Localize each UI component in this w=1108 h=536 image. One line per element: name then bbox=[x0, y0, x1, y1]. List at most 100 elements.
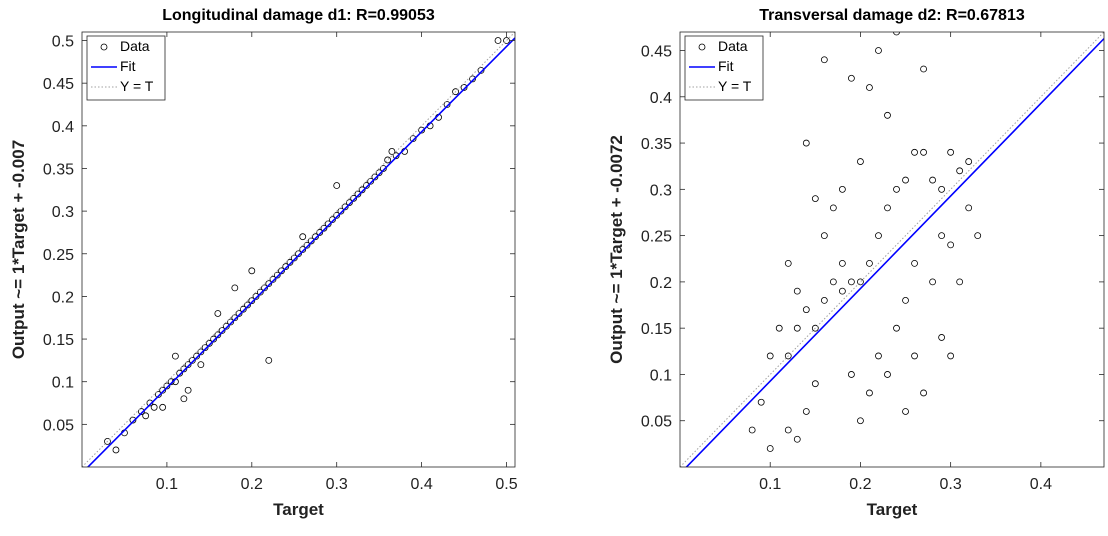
data-point bbox=[838, 287, 846, 295]
data-point bbox=[838, 259, 846, 267]
data-point bbox=[829, 204, 837, 212]
x-axis-label: Target bbox=[867, 500, 918, 519]
plot-transversal-damage: 0.1 0.2 0.3 0.4 0.05 0.1 0.15 0.2 0.25 0.3 0.35 0.4… bbox=[607, 7, 1105, 519]
data-point bbox=[235, 310, 243, 317]
data-point bbox=[469, 75, 476, 83]
plot-area bbox=[680, 32, 1104, 467]
data-point bbox=[265, 356, 273, 364]
y-tick-label: 0.2 bbox=[52, 289, 74, 306]
data-point bbox=[167, 378, 175, 386]
identity-line bbox=[82, 32, 515, 467]
data-point bbox=[278, 267, 285, 275]
y-tick-label: 0.05 bbox=[43, 417, 74, 434]
data-point bbox=[180, 365, 188, 373]
data-point bbox=[460, 84, 468, 91]
plot-content bbox=[82, 32, 515, 467]
data-point bbox=[231, 284, 239, 292]
data-point bbox=[367, 177, 375, 185]
data-point bbox=[248, 267, 256, 275]
data-point bbox=[857, 158, 864, 165]
axes-box bbox=[81, 31, 516, 468]
data-point bbox=[380, 165, 387, 172]
x-tick-label: 0.2 bbox=[241, 476, 263, 493]
legend-box bbox=[86, 35, 166, 101]
y-tick-label: 0.1 bbox=[650, 367, 672, 384]
data-point bbox=[384, 156, 392, 164]
data-point bbox=[324, 220, 332, 228]
data-point bbox=[494, 37, 502, 44]
y-axis-label: Output ~= 1*Target + -0.007 bbox=[9, 140, 28, 359]
plot-longitudinal-damage: 0.1 0.2 0.3 0.4 0.5 0.05 0.1 0.15 0.2 0.25 0.3 0.35… bbox=[9, 7, 518, 519]
data-point bbox=[418, 126, 426, 134]
legend-data-label: Data bbox=[120, 38, 150, 54]
data-point bbox=[820, 56, 828, 64]
data-point bbox=[857, 417, 864, 425]
data-point bbox=[337, 207, 345, 215]
data-point bbox=[911, 148, 918, 156]
data-point bbox=[227, 318, 234, 326]
data-point bbox=[820, 232, 828, 240]
data-point bbox=[784, 352, 792, 360]
data-point bbox=[159, 386, 167, 394]
data-point bbox=[784, 259, 792, 267]
data-point bbox=[303, 241, 311, 249]
data-point bbox=[150, 403, 158, 411]
chart-title: Longitudinal damage d1: R=0.99053 bbox=[162, 7, 435, 24]
data-point bbox=[965, 204, 973, 212]
data-point bbox=[902, 408, 909, 415]
data-point bbox=[307, 237, 315, 245]
data-point bbox=[875, 47, 882, 54]
data-point bbox=[193, 352, 201, 360]
data-point bbox=[820, 297, 828, 304]
data-point bbox=[884, 371, 891, 378]
data-point bbox=[802, 139, 810, 147]
data-point bbox=[477, 66, 485, 74]
legend-fit-label: Fit bbox=[718, 58, 734, 74]
legend-identity-label: Y = T bbox=[120, 78, 154, 94]
legend-identity-label: Y = T bbox=[718, 78, 752, 94]
y-tick-label: 0.2 bbox=[650, 275, 672, 292]
data-point bbox=[112, 446, 120, 454]
data-point bbox=[346, 199, 353, 206]
x-tick-label: 0.4 bbox=[1030, 476, 1052, 493]
y-tick-label: 0.15 bbox=[43, 332, 74, 349]
data-point bbox=[784, 426, 792, 434]
legend-data-label: Data bbox=[718, 38, 748, 54]
data-point bbox=[316, 229, 324, 236]
x-tick-label: 0.1 bbox=[156, 476, 178, 493]
data-point bbox=[159, 403, 167, 411]
data-point bbox=[811, 380, 819, 388]
data-point bbox=[265, 280, 273, 288]
fit-line bbox=[685, 38, 1104, 467]
data-point bbox=[793, 435, 801, 443]
data-point bbox=[811, 324, 819, 332]
data-point bbox=[848, 74, 855, 82]
data-point bbox=[392, 152, 400, 160]
data-point bbox=[748, 426, 756, 434]
y-tick-label: 0.25 bbox=[641, 229, 672, 246]
y-tick-label: 0.1 bbox=[52, 375, 74, 392]
data-point bbox=[857, 278, 864, 286]
data-point bbox=[893, 32, 900, 36]
y-tick-label: 0.25 bbox=[43, 247, 74, 264]
data-point bbox=[269, 275, 277, 283]
data-point bbox=[838, 185, 846, 193]
data-point bbox=[231, 314, 239, 322]
data-point bbox=[184, 361, 192, 369]
data-point bbox=[938, 334, 946, 341]
data-point bbox=[802, 306, 810, 314]
data-point bbox=[793, 324, 801, 332]
data-point bbox=[312, 233, 319, 241]
data-point bbox=[866, 84, 873, 91]
legend: Data Fit Y = T bbox=[86, 35, 166, 101]
data-point bbox=[947, 241, 955, 249]
data-point bbox=[180, 395, 188, 403]
data-point bbox=[142, 412, 150, 420]
data-point bbox=[138, 408, 145, 415]
y-tick-label: 0.4 bbox=[650, 90, 672, 107]
data-point bbox=[329, 216, 336, 224]
data-point bbox=[341, 203, 349, 211]
data-point bbox=[902, 176, 909, 184]
legend-box bbox=[684, 35, 764, 101]
